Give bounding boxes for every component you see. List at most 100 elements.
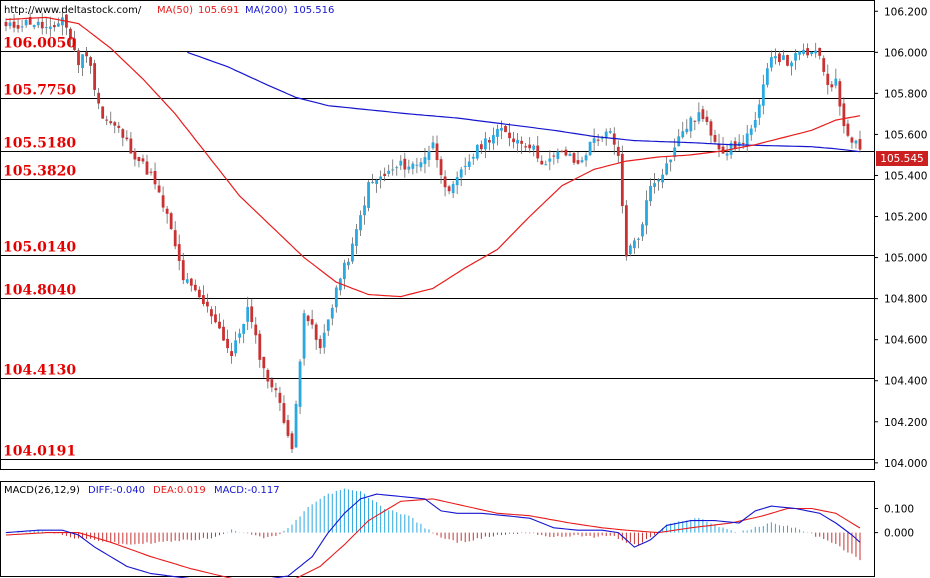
candle-body (475, 144, 479, 159)
candle-body (842, 103, 846, 127)
candle-body (657, 179, 660, 182)
macd-dea-line (5, 498, 861, 578)
candle-body (359, 215, 362, 231)
candle-body (16, 25, 20, 29)
price-tick-label: 104.600 (884, 335, 927, 347)
candle-body (193, 284, 197, 291)
candle-body (633, 240, 636, 249)
candle-body (177, 244, 181, 261)
candle-body (338, 278, 342, 291)
candle-body (600, 137, 604, 139)
candle-body (129, 138, 133, 154)
macd-indicator: 0.100 0.000 (5, 488, 914, 578)
candle-body (399, 160, 403, 166)
macd-tick-label: 0.000 (884, 528, 914, 540)
candle-body (286, 420, 290, 436)
candle-body (379, 176, 383, 180)
candle-body (242, 324, 246, 334)
candle-body (371, 182, 374, 184)
ma50-label: MA(50) (157, 5, 193, 16)
candle-body (701, 109, 705, 120)
candle-body (443, 176, 447, 188)
candle-body (769, 57, 773, 68)
level-label: 105.0140 (3, 240, 76, 256)
candle-body (580, 160, 584, 163)
candle-body (8, 22, 12, 27)
candle-body (564, 149, 568, 156)
candle-body (351, 243, 354, 262)
candle-body (637, 238, 640, 240)
candle-body (48, 26, 52, 29)
candle-body (181, 260, 185, 281)
candle-body (838, 81, 842, 107)
candle-body (471, 156, 475, 159)
candle-body (40, 21, 44, 29)
candle-body (230, 351, 233, 357)
candle-body (141, 158, 145, 162)
price-tick-label: 105.600 (884, 129, 927, 141)
support-resistance-levels (1, 51, 874, 460)
ma50-value: 105.691 (198, 5, 239, 16)
candle-body (608, 131, 612, 133)
candle-body (528, 144, 532, 149)
candle-body (496, 128, 499, 137)
candle-body (133, 151, 137, 160)
candle-body (258, 333, 262, 360)
moving-averages (5, 16, 861, 298)
candle-body (189, 278, 193, 286)
price-tick-label: 104.400 (884, 376, 927, 388)
candle-body (431, 142, 435, 149)
candle-body (274, 388, 278, 391)
level-label: 105.3820 (3, 164, 76, 180)
candle-body (355, 229, 358, 246)
candle-body (185, 279, 189, 283)
price-tick-label: 106.000 (884, 47, 927, 59)
candle-body (334, 287, 338, 308)
candle-body (737, 142, 741, 146)
candle-body (407, 166, 411, 170)
candle-body (697, 112, 701, 122)
candle-body (439, 159, 443, 176)
candle-body (713, 135, 717, 142)
candle-body (169, 213, 173, 229)
candle-body (512, 138, 515, 143)
candle-body (681, 131, 685, 138)
candle-body (423, 157, 427, 164)
candle-body (4, 22, 8, 27)
candle-body (774, 56, 777, 59)
candle-body (483, 138, 487, 150)
candle-body (294, 403, 298, 448)
candle-body (12, 21, 16, 28)
candle-body (419, 162, 423, 168)
candle-body (60, 17, 64, 26)
candle-body (685, 128, 689, 133)
candle-body (125, 137, 129, 140)
candle-body (822, 58, 826, 72)
candle-body (624, 205, 628, 257)
candle-body (487, 139, 491, 143)
candle-body (604, 131, 608, 139)
macd-tick-label: 0.100 (884, 504, 914, 516)
price-tick-label: 104.000 (884, 458, 927, 470)
candle-body (761, 84, 765, 106)
candle-body (463, 166, 467, 168)
candle-body (661, 174, 665, 183)
candle-body (500, 127, 503, 131)
current-price-tag (876, 151, 928, 166)
candle-body (298, 361, 302, 407)
candle-body (238, 333, 242, 338)
candle-body (516, 139, 519, 144)
candle-body (810, 51, 814, 55)
candle-body (556, 151, 560, 159)
candle-body (584, 155, 588, 161)
candle-body (447, 186, 451, 192)
candle-body (165, 208, 169, 214)
candle-body (616, 146, 620, 156)
candle-body (492, 135, 495, 144)
price-tick-label: 105.200 (884, 212, 927, 224)
candle-body (77, 50, 80, 66)
candle-body (649, 185, 652, 202)
candle-body (802, 49, 806, 54)
level-label: 106.0050 (3, 36, 76, 52)
